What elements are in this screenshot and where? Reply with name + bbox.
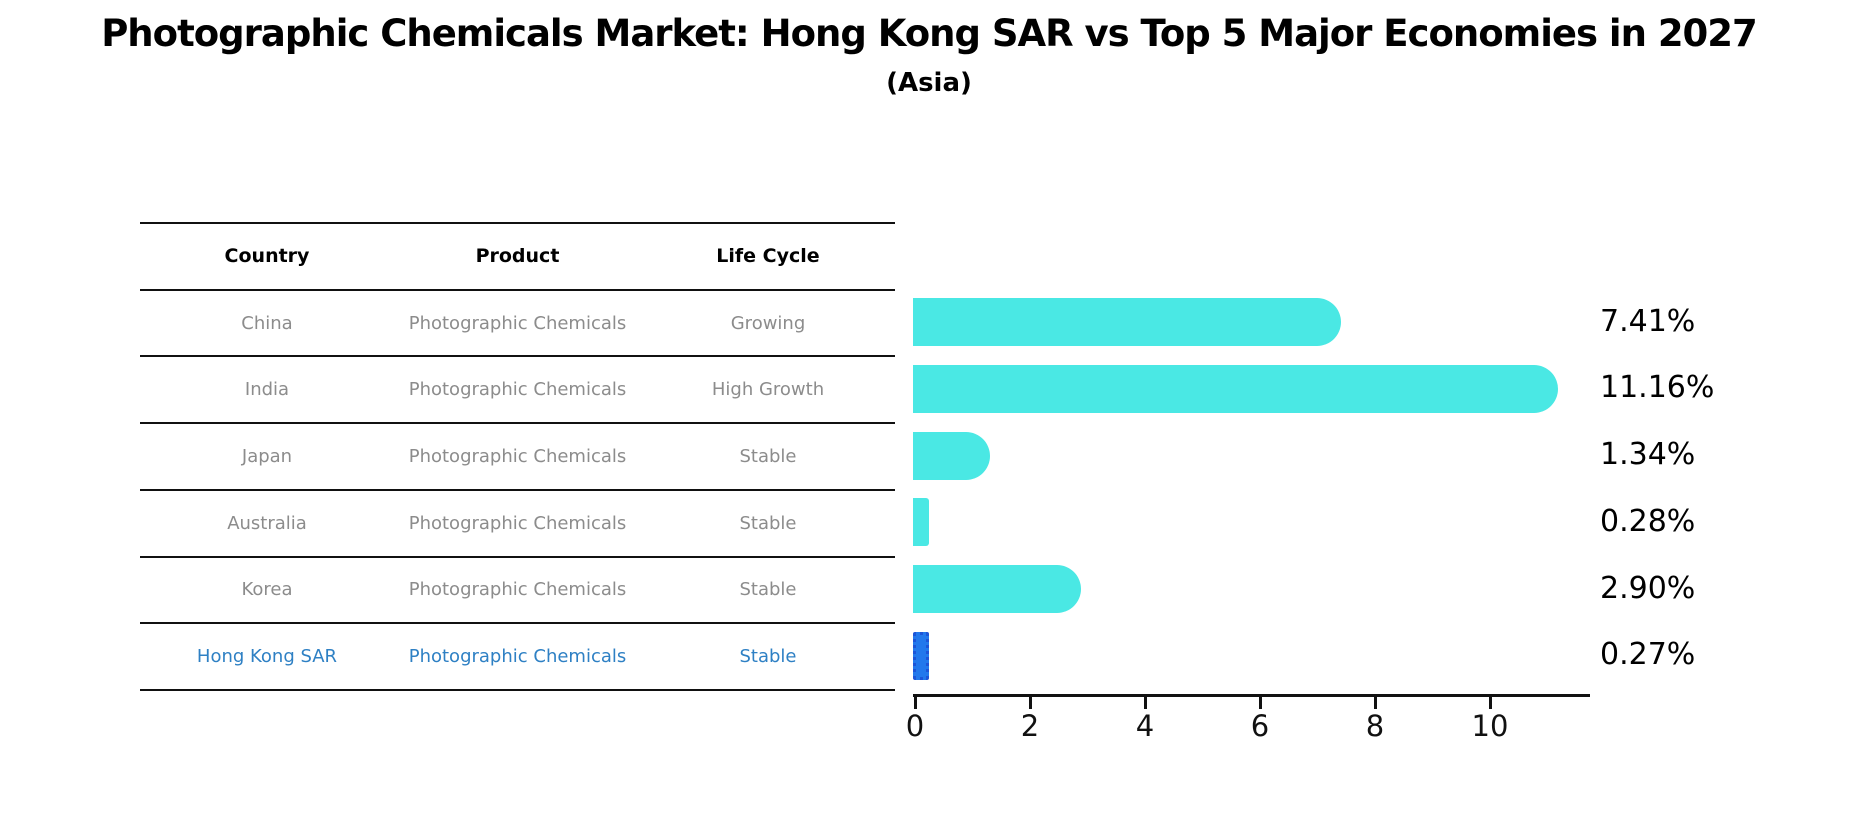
x-tick-label-0: 0 [905,709,925,743]
table-row-korea-product: Photographic Chemicals [408,579,627,601]
value-label-australia: 0.28% [1600,503,1696,539]
table-header-row-product: Product [475,245,560,268]
table-row-india-country: India [244,379,290,401]
x-tick-label-6: 6 [1250,709,1270,743]
table-header-row-life-cycle: Life Cycle [716,245,820,268]
table-row-japan: Japan Photographic Chemicals Stable [140,422,895,489]
bar-hong-kong-sar [913,631,929,680]
x-tick-10 [1488,697,1492,709]
x-tick-label-2: 2 [1020,709,1040,743]
table-row-japan-life-cycle: Stable [739,445,797,467]
table-header-row-country: Country [224,245,310,268]
table-row-australia-country: Australia [227,512,307,534]
x-tick-6 [1258,697,1262,709]
table-row-australia: Australia Photographic Chemicals Stable [140,488,895,556]
table-row-china-life-cycle: Growing [730,312,806,334]
table-row-india: India Photographic Chemicals High Growth [140,355,895,422]
table-row-australia-life-cycle: Stable [739,512,797,534]
x-tick-label-4: 4 [1135,709,1155,743]
table-row-korea-country: Korea [241,579,293,601]
table-row-china: China Photographic Chemicals Growing [140,288,895,356]
table-row-hong-kong-sar-product: Photographic Chemicals [408,646,627,668]
x-tick-2 [1028,697,1032,709]
bar-china [913,298,1342,347]
value-label-japan: 1.34% [1600,437,1696,473]
table-row-hong-kong-sar: Hong Kong SAR Photographic Chemicals Stabl… [140,622,895,689]
value-label-korea: 2.90% [1600,570,1696,606]
table-row-korea-life-cycle: Stable [739,579,797,601]
table-row-australia-product: Photographic Chemicals [408,512,627,534]
table-header-row: Country Product Life Cycle [140,222,895,289]
table-row-india-life-cycle: High Growth [711,379,825,401]
table-row-india-product: Photographic Chemicals [408,379,627,401]
page-title: Photographic Chemicals Market: Hong Kong… [101,12,1758,55]
table-row-hong-kong-sar-country: Hong Kong SAR [196,646,338,668]
bar-australia [913,498,930,547]
table-row-japan-product: Photographic Chemicals [408,445,627,467]
x-tick-label-8: 8 [1365,709,1385,743]
table-row-hong-kong-sar-life-cycle: Stable [739,646,797,668]
bar-korea [913,565,1081,614]
bar-india [913,364,1558,413]
table-row-china-country: China [241,312,293,334]
table-row-japan-country: Japan [241,445,293,467]
table-row-korea: Korea Photographic Chemicals Stable [140,555,895,623]
x-tick-8 [1373,697,1377,709]
value-label-india: 11.16% [1600,370,1715,406]
page-subtitle: (Asia) [886,68,972,98]
value-label-hong-kong-sar: 0.27% [1600,637,1696,673]
x-tick-label-10: 10 [1471,709,1509,743]
data-table: Country Product Life Cycle China Photographi… [140,222,895,691]
bar-japan [913,431,991,480]
x-axis-line [913,694,1590,697]
table-row-china-product: Photographic Chemicals [408,312,627,334]
value-label-china: 7.41% [1600,303,1696,339]
x-tick-4 [1143,697,1147,709]
x-tick-0 [913,697,917,709]
